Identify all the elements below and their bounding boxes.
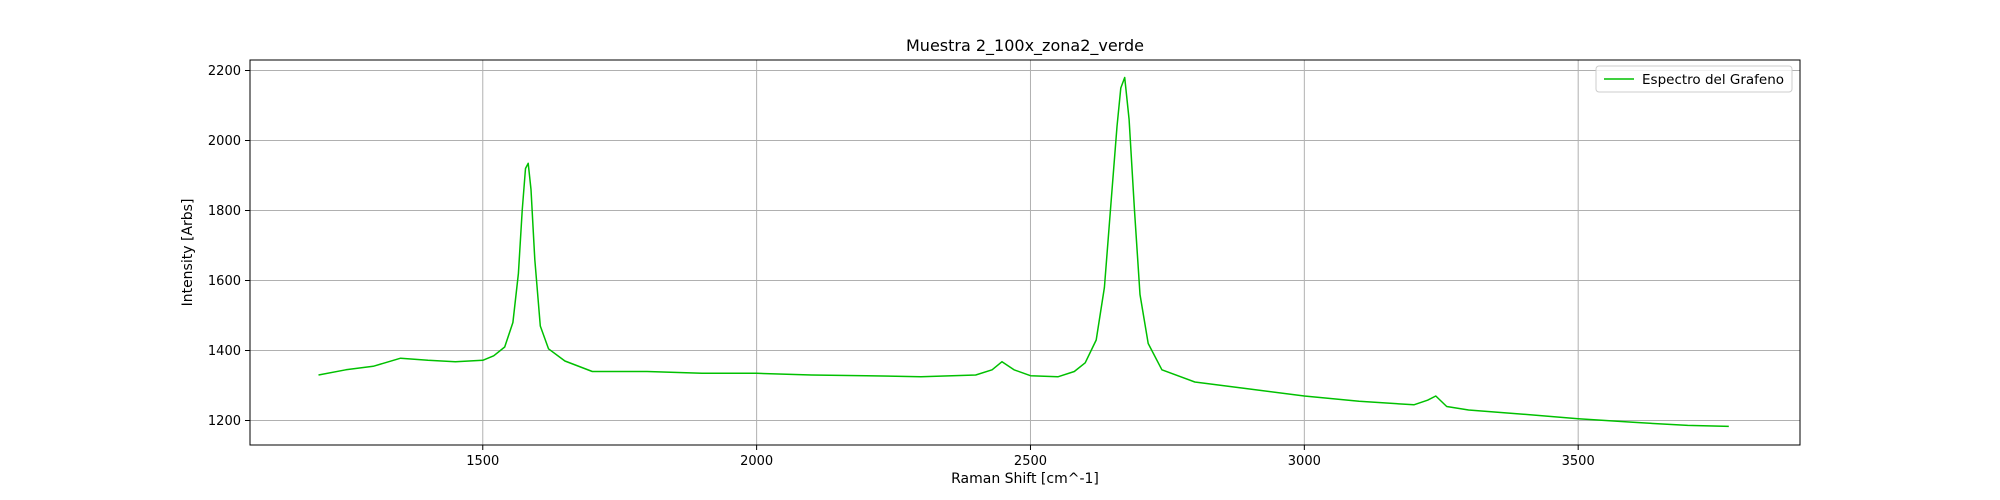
y-tick-label: 1600 bbox=[208, 274, 241, 289]
y-tick-label: 2000 bbox=[208, 134, 241, 149]
legend: Espectro del Grafeno bbox=[1595, 65, 1793, 93]
y-tick-label: 1400 bbox=[208, 344, 241, 359]
legend-box bbox=[1595, 65, 1793, 93]
x-tick-label: 2000 bbox=[740, 454, 773, 469]
x-axis-ticks: 1500 2000 2500 3000 3500 bbox=[466, 445, 1595, 469]
y-tick-label: 2200 bbox=[208, 64, 241, 79]
series-layer bbox=[318, 76, 1729, 428]
x-axis-label: Raman Shift [cm^-1] bbox=[951, 471, 1099, 487]
chart-title: Muestra 2_100x_zona2_verde bbox=[906, 36, 1144, 56]
y-tick-label: 1200 bbox=[208, 414, 241, 429]
y-axis-label: Intensity [Arbs] bbox=[180, 199, 196, 307]
y-axis-ticks: 1200 1400 1600 1800 2000 2200 bbox=[208, 64, 250, 429]
legend-entry-label: Espectro del Grafeno bbox=[1642, 72, 1784, 88]
x-tick-label: 2500 bbox=[1014, 454, 1047, 469]
x-tick-label: 1500 bbox=[466, 454, 499, 469]
series-line-0 bbox=[318, 76, 1729, 428]
plot-area-frame bbox=[249, 59, 1801, 446]
x-tick-label: 3500 bbox=[1562, 454, 1595, 469]
grid-lines bbox=[250, 60, 1800, 445]
x-tick-label: 3000 bbox=[1288, 454, 1321, 469]
y-tick-label: 1800 bbox=[208, 204, 241, 219]
